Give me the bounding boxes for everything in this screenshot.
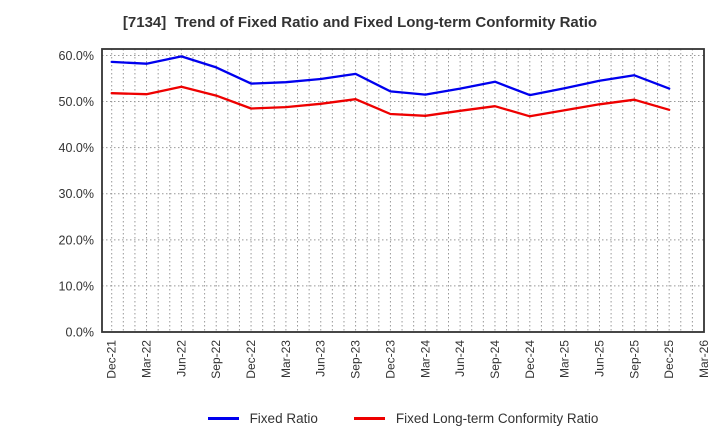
x-tick-label: Dec-22 [244, 340, 258, 379]
x-tick-label: Jun-25 [592, 340, 606, 377]
x-tick-label: Jun-23 [314, 340, 328, 377]
series-line-fixed-ratio [110, 55, 671, 97]
y-tick-label: 0.0% [66, 326, 95, 340]
x-tick-label: Dec-24 [523, 340, 537, 379]
x-tick-label: Mar-22 [140, 340, 154, 378]
y-tick-label: 40.0% [59, 141, 94, 155]
legend-line-swatch-blue [207, 416, 239, 420]
x-tick-label: Dec-21 [105, 340, 119, 379]
y-tick-label: 30.0% [59, 187, 94, 201]
legend-item-fixed-ratio: Fixed Ratio [207, 410, 318, 426]
x-tick-label: Sep-22 [209, 340, 223, 379]
series-line-fixed-long-term-conformity-ratio [110, 85, 671, 118]
legend-label: Fixed Long-term Conformity Ratio [395, 410, 599, 426]
plot-frame [101, 48, 705, 333]
legend-label: Fixed Ratio [249, 410, 318, 426]
x-tick-label: Jun-22 [174, 340, 188, 377]
x-tick-label: Mar-26 [697, 340, 711, 378]
y-tick-label: 50.0% [59, 95, 94, 109]
chart-title: [7134] Trend of Fixed Ratio and Fixed Lo… [122, 14, 598, 31]
y-tick-label: 10.0% [59, 279, 94, 293]
y-tick-label: 60.0% [59, 49, 94, 63]
x-tick-label: Jun-24 [453, 340, 467, 377]
x-tick-label: Mar-25 [558, 340, 572, 378]
x-tick-label: Mar-23 [279, 340, 293, 378]
x-tick-label: Dec-23 [383, 340, 397, 379]
y-tick-label: 20.0% [59, 233, 94, 247]
legend: Fixed Ratio Fixed Long-term Conformity R… [102, 404, 704, 432]
x-tick-label: Dec-25 [662, 340, 676, 379]
x-tick-label: Sep-23 [349, 340, 363, 379]
x-tick-label: Sep-24 [488, 340, 502, 379]
x-tick-label: Sep-25 [627, 340, 641, 379]
legend-item-fixed-long-term: Fixed Long-term Conformity Ratio [353, 410, 599, 426]
x-tick-label: Mar-24 [418, 340, 432, 378]
legend-line-swatch-red [353, 416, 385, 420]
